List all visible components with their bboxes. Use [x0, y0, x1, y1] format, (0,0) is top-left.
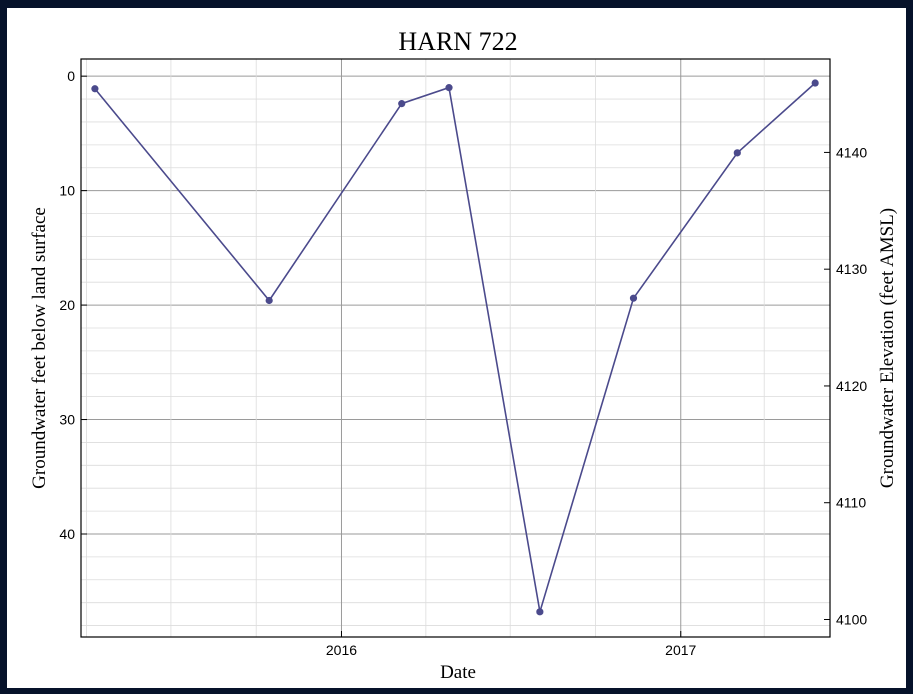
data-point	[445, 84, 453, 92]
series-line	[94, 82, 816, 613]
marks	[91, 79, 819, 616]
plot-border	[80, 58, 831, 638]
data-point	[811, 79, 819, 87]
chart-svg: 2016 2017 0 10 20 30 40 4100 4110 4120 4130 4140 HA…	[29, 27, 898, 683]
chart-title: HARN 722	[398, 27, 517, 56]
ticks: 2016 2017 0 10 20 30 40 4100 4110 4120 4130 4140	[59, 68, 867, 658]
y2-tick-label: 4100	[836, 611, 867, 627]
x-axis-label: Date	[440, 662, 476, 683]
y2-tick-label: 4120	[836, 378, 867, 394]
y-tick-label: 20	[59, 297, 75, 313]
data-point	[536, 608, 544, 616]
y2-tick-label: 4130	[836, 261, 867, 277]
y2-tick-label: 4140	[836, 144, 867, 160]
y-tick-label: 10	[59, 183, 75, 199]
x-tick-label: 2016	[326, 642, 357, 658]
grid	[81, 59, 830, 637]
y2-tick-label: 4110	[836, 495, 866, 511]
y-tick-label: 0	[67, 68, 75, 84]
data-point	[91, 85, 99, 93]
chart-frame: 2016 2017 0 10 20 30 40 4100 4110 4120 4130 4140 HA…	[7, 8, 906, 688]
data-point	[265, 296, 273, 305]
data-point	[398, 100, 406, 108]
y-tick-label: 40	[59, 526, 75, 542]
y2-axis-label: Groundwater Elevation (feet AMSL)	[877, 208, 898, 488]
data-point	[733, 149, 741, 157]
y-axis-label: Groundwater feet below land surface	[29, 207, 50, 489]
y-tick-label: 30	[59, 412, 75, 428]
x-tick-label: 2017	[665, 642, 696, 658]
data-point	[629, 294, 638, 302]
